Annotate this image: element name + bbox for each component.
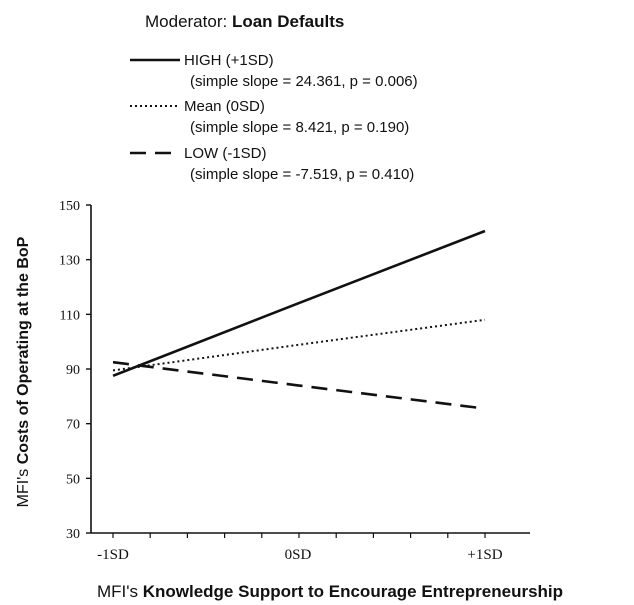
x-tick-label: 0SD — [285, 547, 312, 563]
legend-series-detail: (simple slope = 24.361, p = 0.006) — [190, 73, 418, 90]
legend-title-emphasis: Loan Defaults — [232, 12, 344, 31]
axes: 30 50 70 90 110 130 150 -1SD 0SD +1SD — [59, 199, 530, 563]
legend: HIGH (+1SD) (simple slope = 24.361, p = 0… — [130, 52, 418, 183]
legend-series-name: LOW (-1SD) — [184, 145, 267, 162]
y-tick-label: 70 — [66, 418, 80, 433]
x-axis-title: MFI's Knowledge Support to Encourage Ent… — [97, 582, 563, 601]
y-axis-title-emphasis: Costs of Operating at the BoP — [15, 236, 32, 464]
y-axis-title: MFI's Costs of Operating at the BoP — [15, 236, 32, 507]
series-line-dashed — [112, 360, 486, 410]
x-axis-title-emphasis: Knowledge Support to Encourage Entrepren… — [143, 582, 563, 601]
legend-series-detail: (simple slope = 8.421, p = 0.190) — [190, 119, 409, 136]
x-tick-label: +1SD — [467, 547, 502, 563]
legend-series-detail: (simple slope = -7.519, p = 0.410) — [190, 166, 414, 183]
y-tick-label: 130 — [59, 254, 80, 269]
series-line-solid — [112, 229, 486, 378]
x-axis-title-prefix: MFI's — [97, 582, 143, 601]
y-tick-label: 110 — [60, 308, 80, 323]
legend-series-name: Mean (0SD) — [184, 98, 265, 115]
y-tick-label: 90 — [66, 363, 80, 378]
legend-title-prefix: Moderator: — [145, 12, 232, 31]
legend-title: Moderator: Loan Defaults — [145, 12, 344, 31]
x-tick-label: -1SD — [97, 547, 129, 563]
legend-series-name: HIGH (+1SD) — [184, 52, 274, 69]
series-group — [112, 229, 486, 410]
series-line-dotted — [112, 318, 486, 372]
y-tick-label: 30 — [66, 527, 80, 542]
y-axis-title-prefix: MFI's — [15, 464, 32, 507]
y-tick-label: 50 — [66, 472, 80, 487]
y-tick-label: 150 — [59, 199, 80, 214]
